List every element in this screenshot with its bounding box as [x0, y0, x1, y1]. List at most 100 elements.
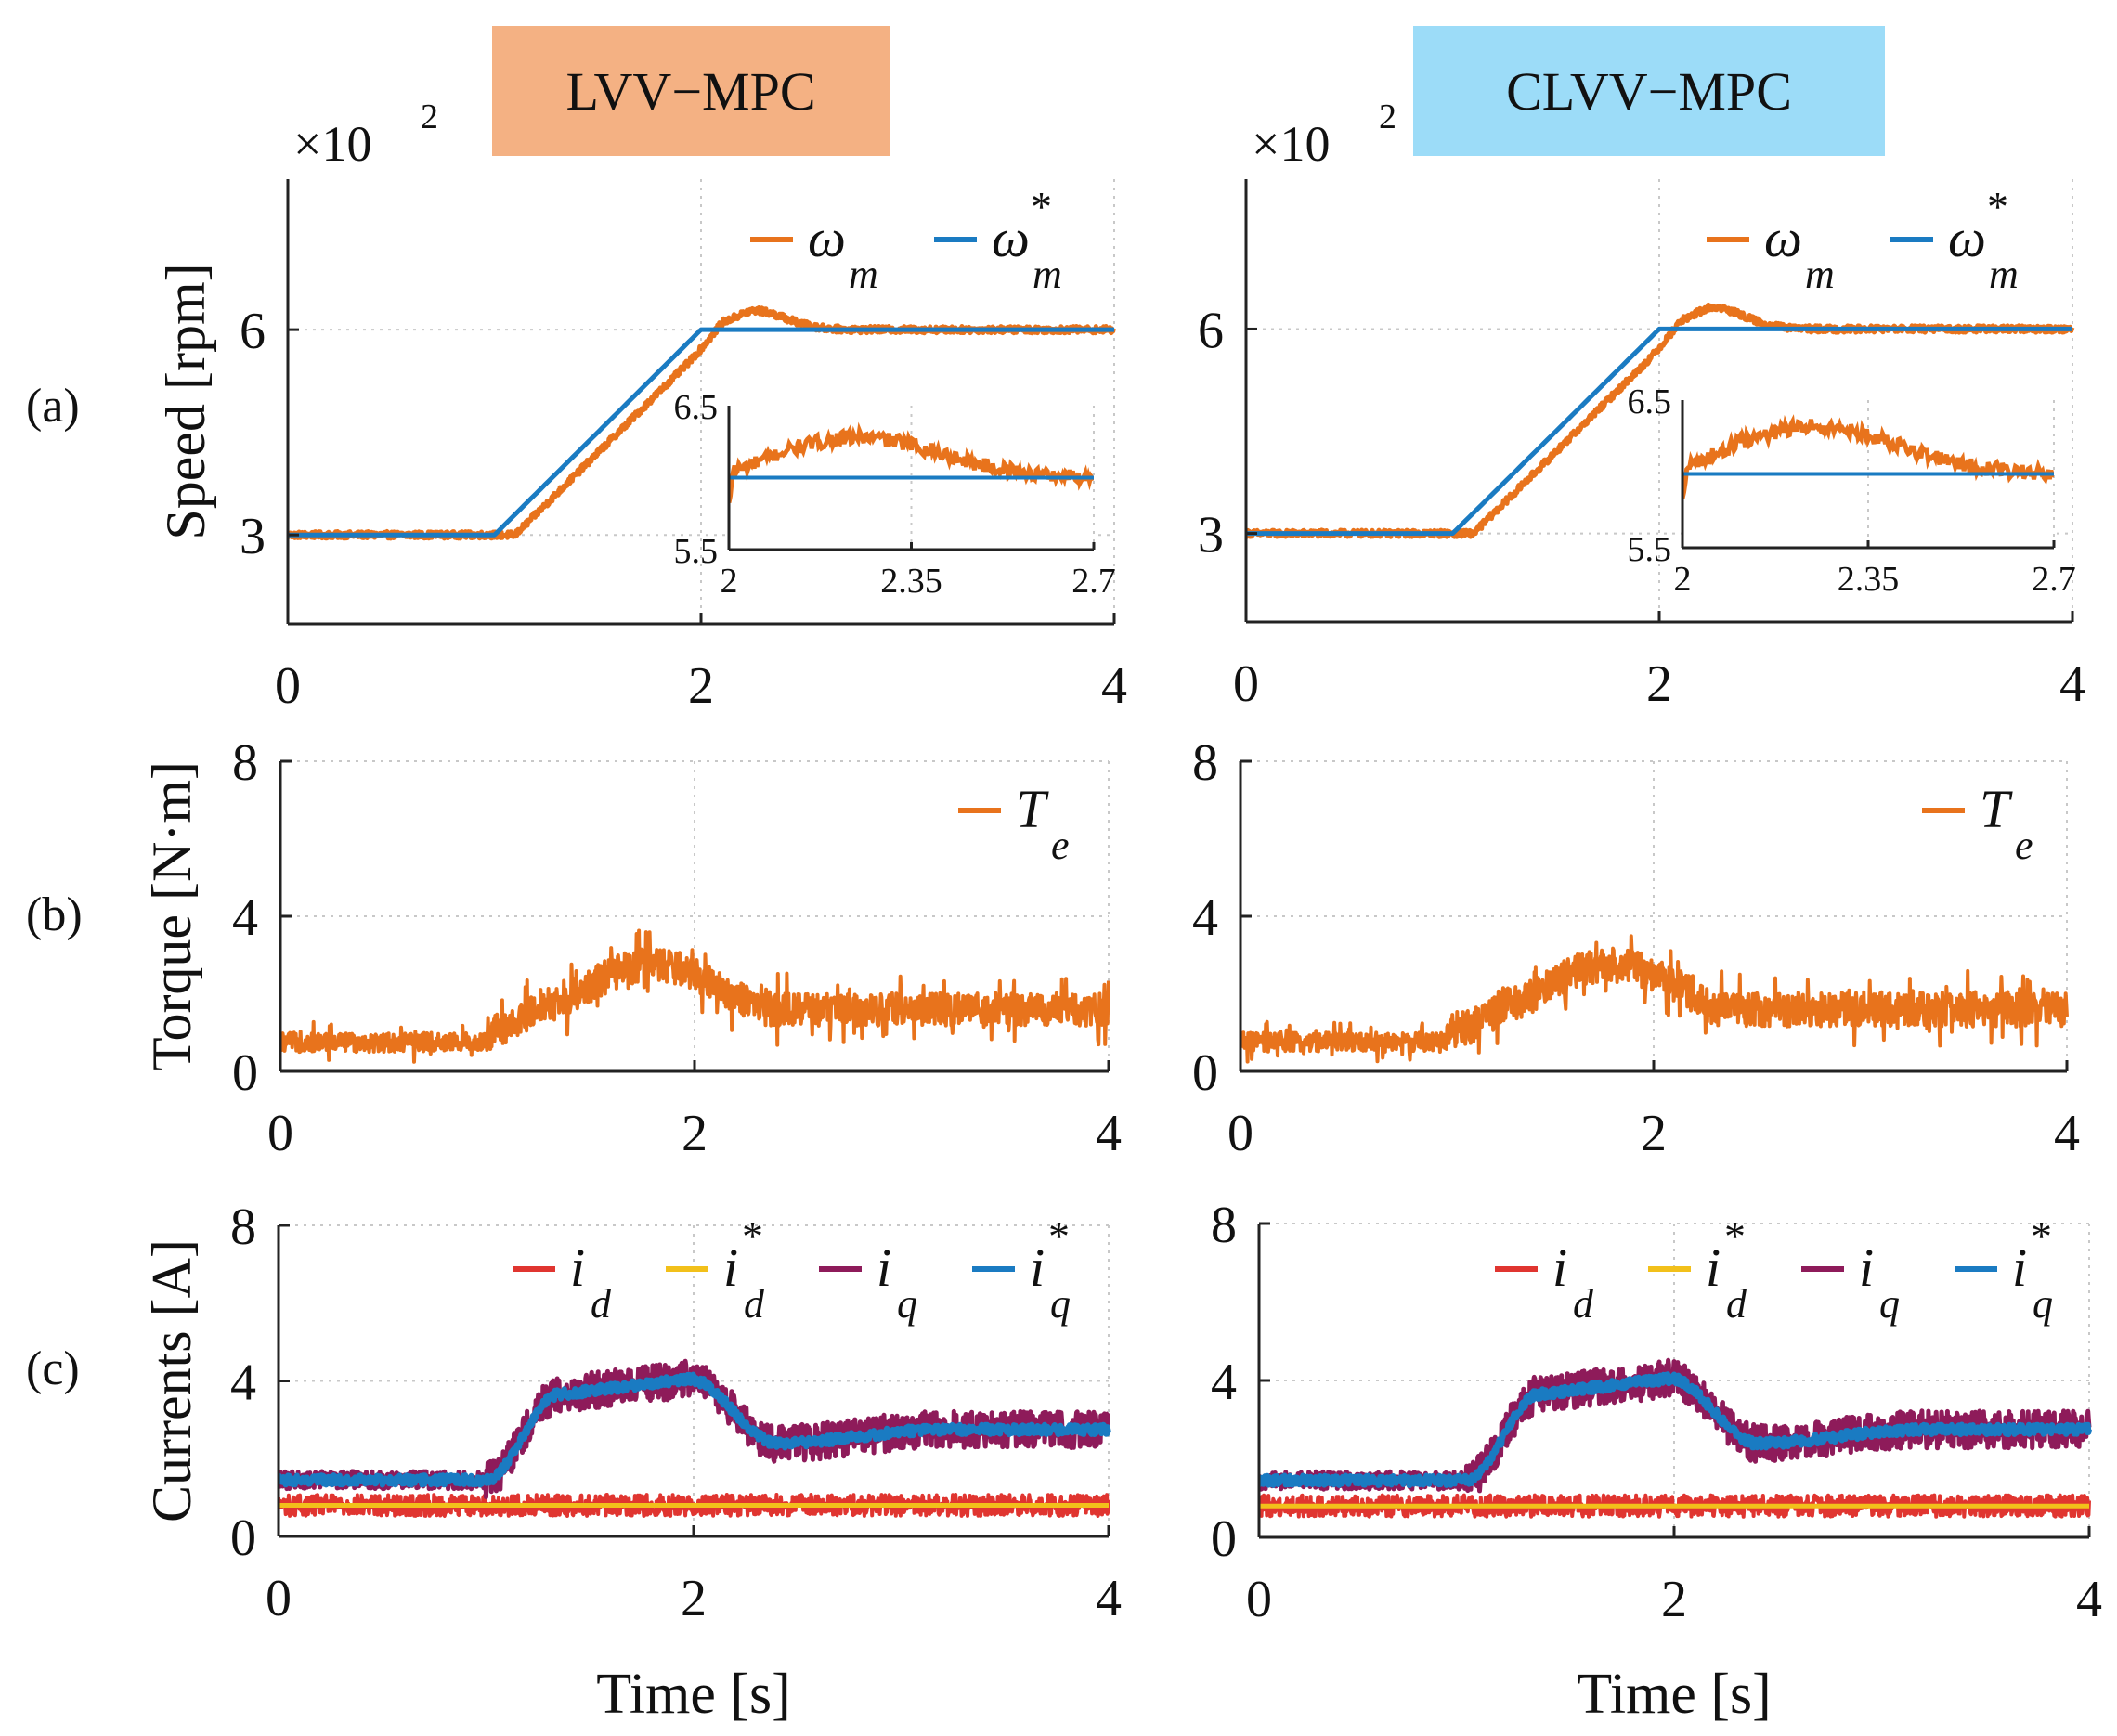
y-axis-label: Torque [N·m] [141, 761, 202, 1071]
exponent-power: 2 [421, 97, 438, 136]
inset-x-tick-label: 2.35 [880, 562, 942, 601]
legend-symbol-ωm-ref: ω [992, 208, 1030, 268]
legend-superscript-ωm-ref: * [1987, 183, 2008, 230]
y-tick-label: 4 [1211, 1354, 1237, 1411]
legend-subscript-iq-ref: q [2033, 1281, 2053, 1327]
y-tick-label: 8 [1211, 1197, 1237, 1254]
x-tick-label: 0 [266, 1570, 292, 1627]
legend-subscript-id: d [1573, 1281, 1594, 1327]
x-tick-label: 2 [1641, 1105, 1667, 1162]
inset-y-tick-label: 5.5 [1628, 530, 1672, 569]
exponent-power: 2 [1379, 97, 1396, 136]
legend-symbol-id: i [570, 1237, 585, 1298]
series-iq-ref [1259, 1371, 2092, 1488]
chart-torque-lvv: 0 2 4 0 4 8 Torque [N·m] Te [141, 734, 1122, 1162]
x-tick-label: 0 [267, 1105, 293, 1162]
x-tick-label: 0 [1233, 655, 1259, 713]
y-tick-label: 6 [240, 303, 266, 360]
method-title-right: CLVV−MPC [1413, 26, 1885, 156]
x-tick-label: 2 [681, 1570, 707, 1627]
x-tick-label: 2 [1646, 655, 1672, 713]
series-id [1259, 1493, 2091, 1519]
series-Te [280, 928, 1110, 1064]
legend-superscript-iq-ref: * [1048, 1212, 1070, 1260]
y-tick-label: 4 [1192, 889, 1218, 947]
legend-subscript-iq: q [1879, 1281, 1900, 1327]
legend-subscript-id: d [591, 1281, 612, 1327]
x-tick-label: 0 [1246, 1571, 1272, 1628]
x-tick-label: 0 [275, 657, 301, 715]
legend-symbol-iq-ref: i [2012, 1237, 2027, 1298]
series-Te [1240, 934, 2069, 1064]
legend-symbol-id: i [1552, 1237, 1567, 1298]
y-tick-label: 6 [1198, 302, 1224, 359]
series-id [279, 1493, 1110, 1518]
y-tick-label: 0 [1211, 1510, 1237, 1568]
legend-subscript-iq-ref: q [1050, 1281, 1071, 1327]
row-label-b: (b) [26, 888, 83, 941]
inset-y-tick-label: 6.5 [674, 388, 719, 427]
y-axis-label: Currents [A] [141, 1239, 202, 1522]
legend-subscript-iq: q [897, 1281, 917, 1327]
series-ωm-ref [288, 327, 1114, 538]
inset-y-tick-label: 5.5 [674, 532, 719, 571]
x-tick-label: 4 [1096, 1570, 1122, 1627]
legend-subscript-Te: e [2015, 823, 2033, 868]
y-tick-label: 8 [230, 1198, 256, 1256]
legend-symbol-ωm: ω [1764, 208, 1802, 268]
x-tick-label: 2 [1661, 1571, 1687, 1628]
legend-subscript-ωm-ref: m [1989, 252, 2019, 297]
legend-symbol-Te: T [1016, 779, 1049, 839]
y-tick-label: 3 [1198, 507, 1224, 564]
y-tick-label: 8 [232, 734, 258, 792]
legend-symbol-ωm: ω [808, 208, 846, 268]
legend-subscript-ωm-ref: m [1033, 252, 1062, 297]
legend-symbol-iq: i [877, 1237, 891, 1298]
inset-x-tick-label: 2.35 [1838, 560, 1900, 599]
y-tick-label: 4 [232, 889, 258, 947]
y-tick-label: 0 [1192, 1044, 1218, 1102]
series-iq [279, 1358, 1110, 1500]
row-label-a: (a) [26, 380, 80, 433]
series-ωm-ref [1246, 326, 2072, 537]
x-tick-label: 2 [682, 1105, 708, 1162]
series-iq-ref [279, 1371, 1111, 1488]
y-tick-label: 0 [232, 1044, 258, 1102]
x-axis-label: Time [s] [1577, 1663, 1772, 1726]
legend-symbol-ωm-ref: ω [1948, 208, 1986, 268]
legend-symbol-Te: T [1980, 779, 2013, 839]
row-label-c: (c) [26, 1342, 80, 1395]
y-tick-label: 0 [230, 1509, 256, 1567]
y-axis-label: Speed [rpm] [155, 263, 216, 539]
legend-superscript-iq-ref: * [2031, 1212, 2052, 1260]
inset-x-tick-label: 2 [721, 562, 738, 601]
legend-subscript-id-ref: d [1726, 1281, 1747, 1327]
x-tick-label: 4 [2076, 1571, 2102, 1628]
legend-symbol-id-ref: i [1706, 1237, 1721, 1298]
x-tick-label: 0 [1227, 1105, 1253, 1162]
legend-subscript-id-ref: d [744, 1281, 765, 1327]
legend-superscript-ωm-ref: * [1031, 183, 1052, 230]
x-axis-label: Time [s] [596, 1663, 791, 1726]
y-tick-label: 8 [1192, 734, 1218, 792]
x-tick-label: 2 [688, 657, 714, 715]
legend-subscript-Te: e [1051, 823, 1070, 868]
x-tick-label: 4 [2059, 655, 2085, 713]
chart-torque-clvv: 0 2 4 0 4 8 Te [1192, 734, 2080, 1162]
inset-speed-lvv: 2 2.35 2.7 5.5 6.5 [674, 388, 1116, 601]
exponent-label: ×10 [293, 116, 371, 172]
inset-x-tick-label: 2.7 [2032, 560, 2076, 599]
x-tick-label: 4 [1101, 657, 1127, 715]
legend-subscript-ωm: m [849, 252, 878, 297]
legend-symbol-id-ref: i [723, 1237, 738, 1298]
x-tick-label: 4 [1096, 1105, 1122, 1162]
inset-speed-clvv: 2 2.35 2.7 5.5 6.5 [1628, 382, 2076, 599]
legend-superscript-id-ref: * [1724, 1212, 1746, 1260]
legend-symbol-iq-ref: i [1030, 1237, 1045, 1298]
inset-x-tick-label: 2.7 [1071, 562, 1116, 601]
